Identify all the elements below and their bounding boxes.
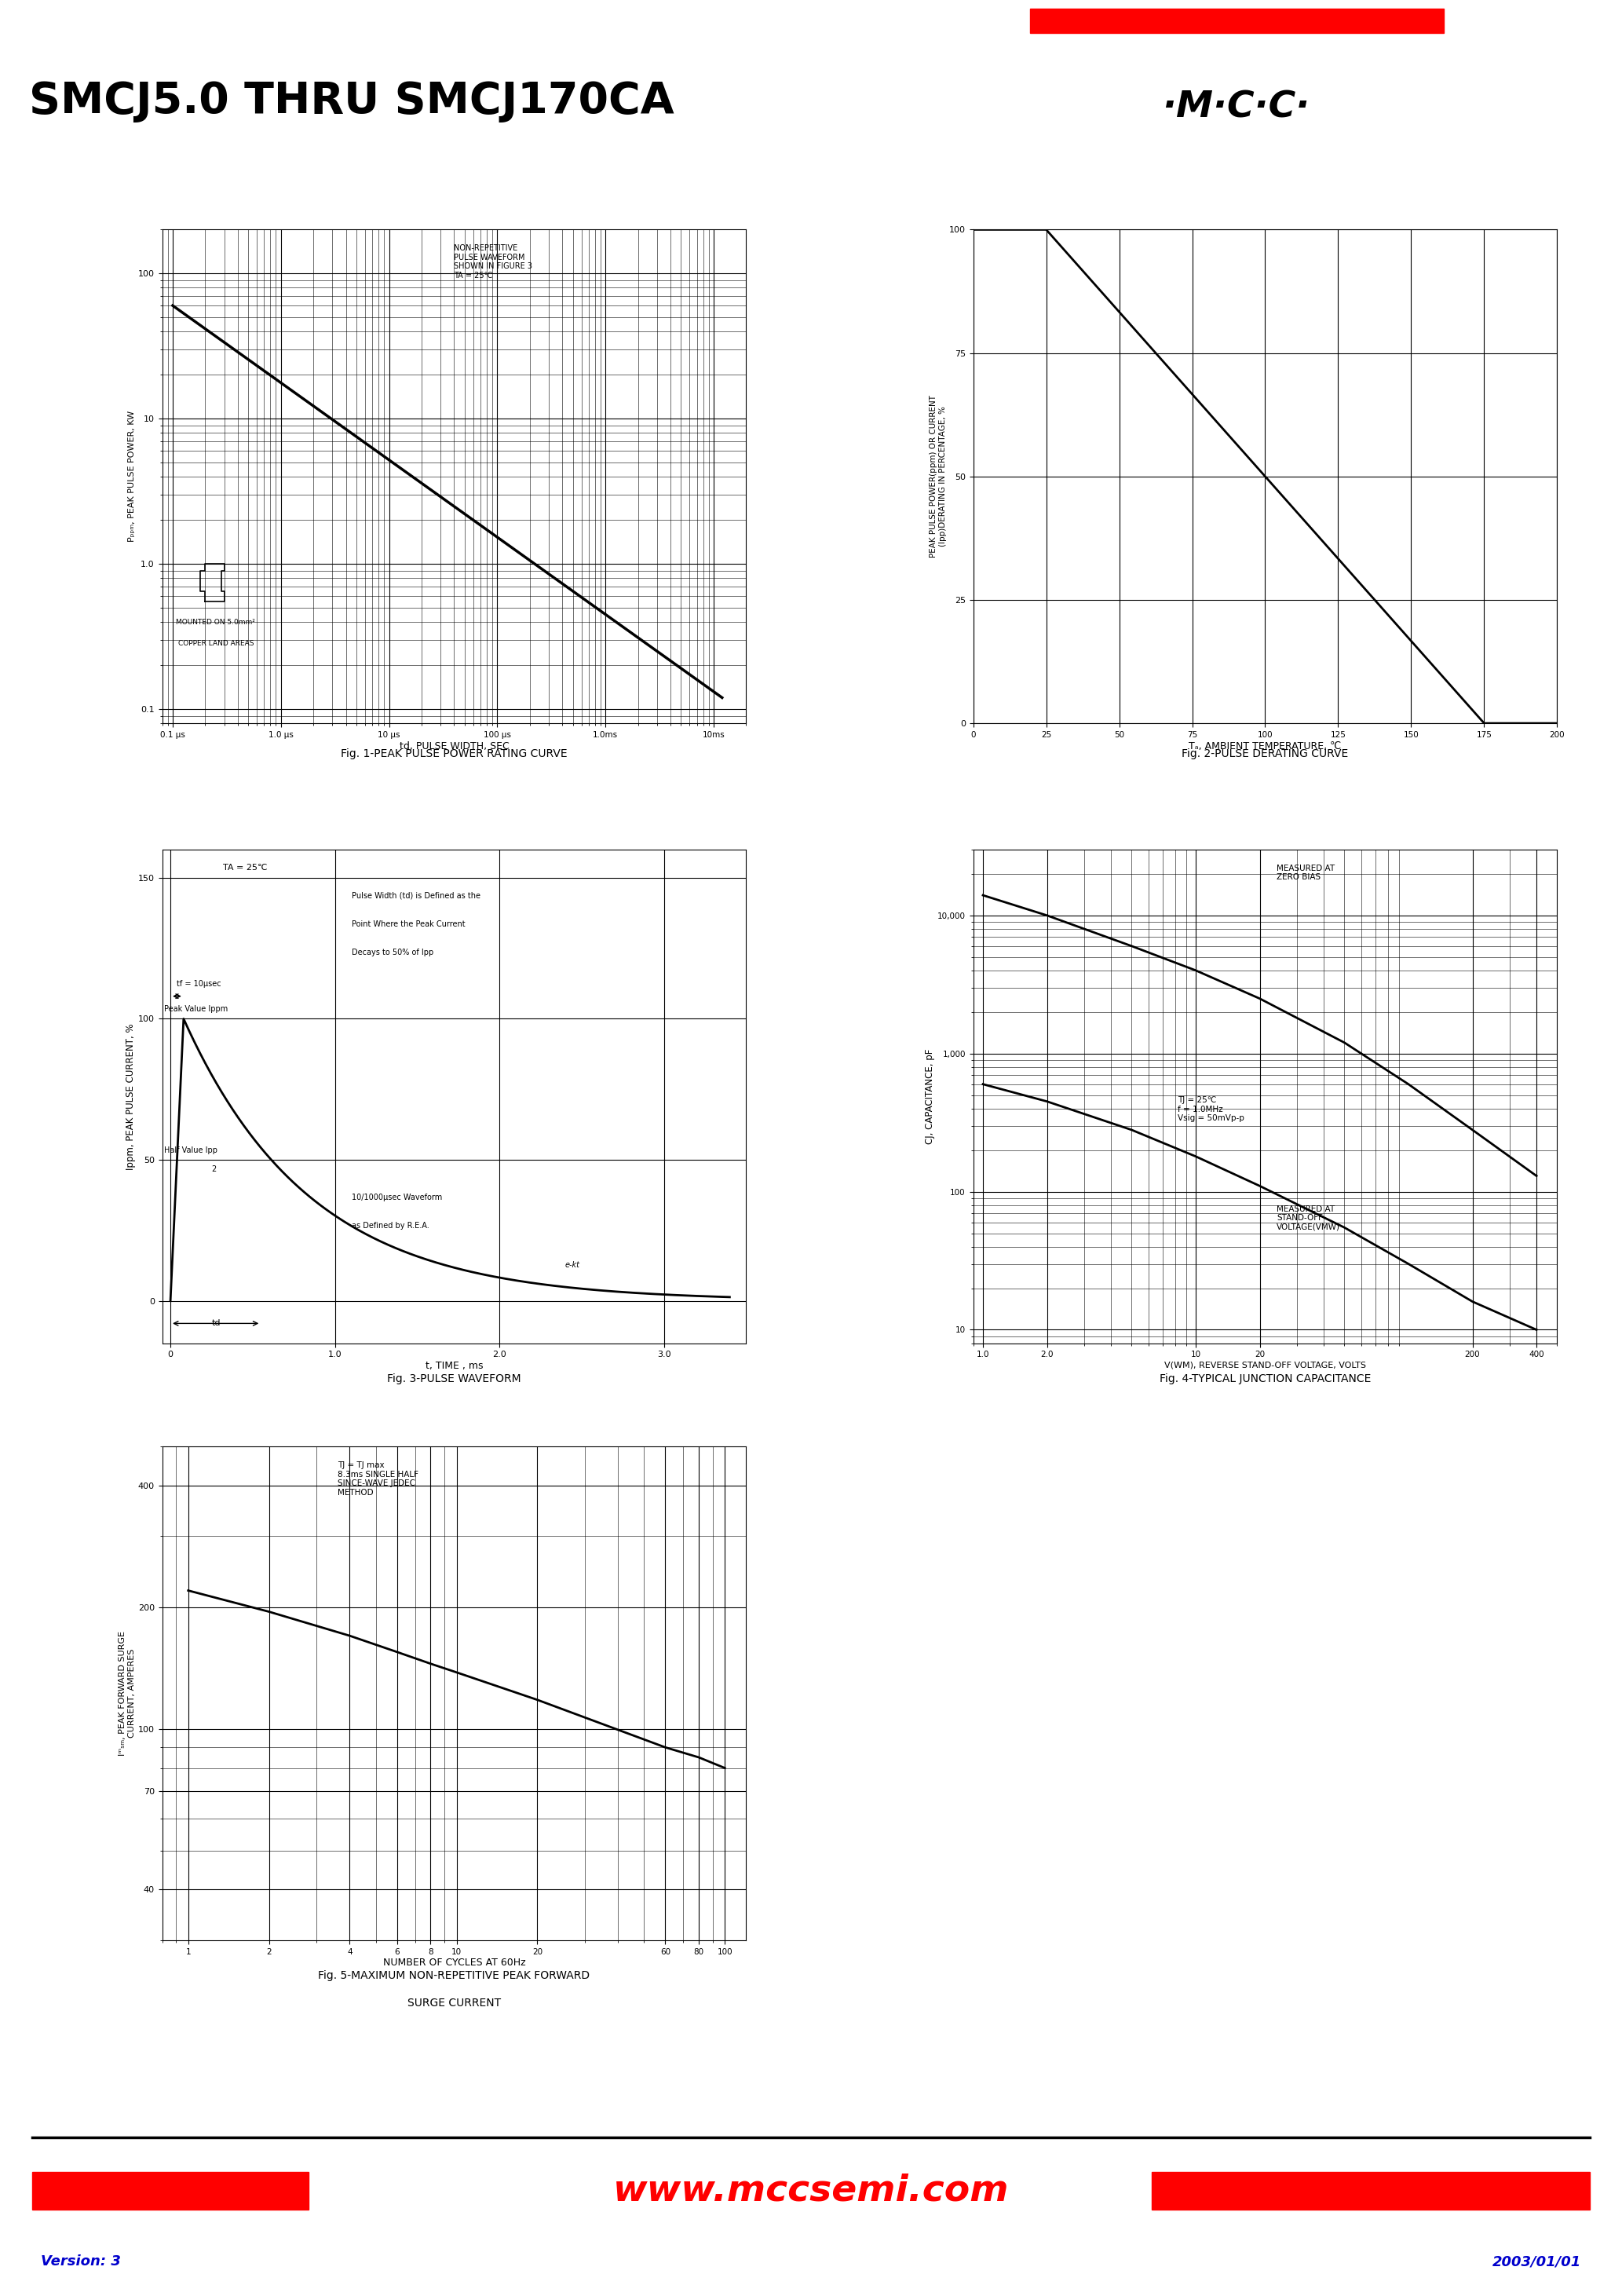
Text: Fig. 5-MAXIMUM NON-REPETITIVE PEAK FORWARD: Fig. 5-MAXIMUM NON-REPETITIVE PEAK FORWA… — [318, 1970, 590, 1981]
Text: Fig. 3-PULSE WAVEFORM: Fig. 3-PULSE WAVEFORM — [388, 1373, 521, 1384]
Y-axis label: PEAK PULSE POWER(ppm) OR CURRENT
(Ipp)DERATING IN PERCENTAGE, %: PEAK PULSE POWER(ppm) OR CURRENT (Ipp)DE… — [929, 395, 947, 558]
Text: Fig. 4-TYPICAL JUNCTION CAPACITANCE: Fig. 4-TYPICAL JUNCTION CAPACITANCE — [1160, 1373, 1371, 1384]
Bar — [1030, 9, 1444, 32]
Text: NON-REPETITIVE
PULSE WAVEFORM
SHOWN IN FIGURE 3
TA = 25℃: NON-REPETITIVE PULSE WAVEFORM SHOWN IN F… — [454, 243, 532, 280]
Text: 10/1000μsec Waveform: 10/1000μsec Waveform — [352, 1194, 441, 1201]
Text: tf = 10μsec: tf = 10μsec — [177, 980, 222, 987]
Text: Point Where the Peak Current: Point Where the Peak Current — [352, 921, 466, 928]
Text: TA = 25℃: TA = 25℃ — [224, 863, 268, 872]
Y-axis label: Iᵐₛₘ, PEAK FORWARD SURGE
CURRENT, AMPERES: Iᵐₛₘ, PEAK FORWARD SURGE CURRENT, AMPERE… — [118, 1630, 136, 1756]
Text: SMCJ5.0 THRU SMCJ170CA: SMCJ5.0 THRU SMCJ170CA — [29, 80, 675, 122]
Text: 2003/01/01: 2003/01/01 — [1492, 2255, 1581, 2268]
Text: TJ = TJ max
8.3ms SINGLE HALF
SINCE-WAVE JEDEC
METHOD: TJ = TJ max 8.3ms SINGLE HALF SINCE-WAVE… — [337, 1460, 418, 1497]
Text: as Defined by R.E.A.: as Defined by R.E.A. — [352, 1221, 428, 1231]
Bar — [1152, 2172, 1590, 2209]
X-axis label: V(WM), REVERSE STAND-OFF VOLTAGE, VOLTS: V(WM), REVERSE STAND-OFF VOLTAGE, VOLTS — [1165, 1362, 1366, 1368]
Text: TJ = 25℃
f = 1.0MHz
Vsig = 50mVp-p: TJ = 25℃ f = 1.0MHz Vsig = 50mVp-p — [1178, 1097, 1244, 1123]
Y-axis label: Pₚₚₘ, PEAK PULSE POWER, KW: Pₚₚₘ, PEAK PULSE POWER, KW — [128, 411, 136, 542]
Y-axis label: Ippm, PEAK PULSE CURRENT, %: Ippm, PEAK PULSE CURRENT, % — [125, 1024, 136, 1169]
Bar — [32, 2172, 308, 2209]
Text: Fig. 1-PEAK PULSE POWER RATING CURVE: Fig. 1-PEAK PULSE POWER RATING CURVE — [341, 748, 568, 760]
X-axis label: td, PULSE WIDTH, SEC: td, PULSE WIDTH, SEC — [399, 742, 509, 751]
Text: Version: 3: Version: 3 — [41, 2255, 120, 2268]
Text: MEASURED AT
ZERO BIAS: MEASURED AT ZERO BIAS — [1277, 863, 1335, 882]
Text: td: td — [212, 1320, 221, 1327]
X-axis label: NUMBER OF CYCLES AT 60Hz: NUMBER OF CYCLES AT 60Hz — [383, 1958, 526, 1968]
X-axis label: Tₐ, AMBIENT TEMPERATURE, ℃: Tₐ, AMBIENT TEMPERATURE, ℃ — [1189, 742, 1341, 751]
Text: e-kt: e-kt — [564, 1261, 581, 1270]
Text: 2: 2 — [211, 1166, 216, 1173]
Text: Fig. 2-PULSE DERATING CURVE: Fig. 2-PULSE DERATING CURVE — [1182, 748, 1348, 760]
Text: MOUNTED ON 5.0mm²: MOUNTED ON 5.0mm² — [177, 618, 255, 627]
X-axis label: t, TIME , ms: t, TIME , ms — [425, 1362, 483, 1371]
Text: COPPER LAND AREAS: COPPER LAND AREAS — [178, 641, 253, 647]
Text: Peak Value Ippm: Peak Value Ippm — [164, 1006, 227, 1013]
Text: ·M·C·C·: ·M·C·C· — [1161, 90, 1311, 124]
Text: MEASURED AT
STAND-OFF
VOLTAGE(VMW): MEASURED AT STAND-OFF VOLTAGE(VMW) — [1277, 1205, 1340, 1231]
Y-axis label: CJ, CAPACITANCE, pF: CJ, CAPACITANCE, pF — [925, 1049, 936, 1143]
Text: Decays to 50% of Ipp: Decays to 50% of Ipp — [352, 948, 433, 955]
Text: www.mccsemi.com: www.mccsemi.com — [613, 2174, 1009, 2209]
Text: Half Value Ipp: Half Value Ipp — [164, 1146, 217, 1155]
Text: Pulse Width (td) is Defined as the: Pulse Width (td) is Defined as the — [352, 891, 480, 900]
Text: SURGE CURRENT: SURGE CURRENT — [407, 1998, 501, 2009]
